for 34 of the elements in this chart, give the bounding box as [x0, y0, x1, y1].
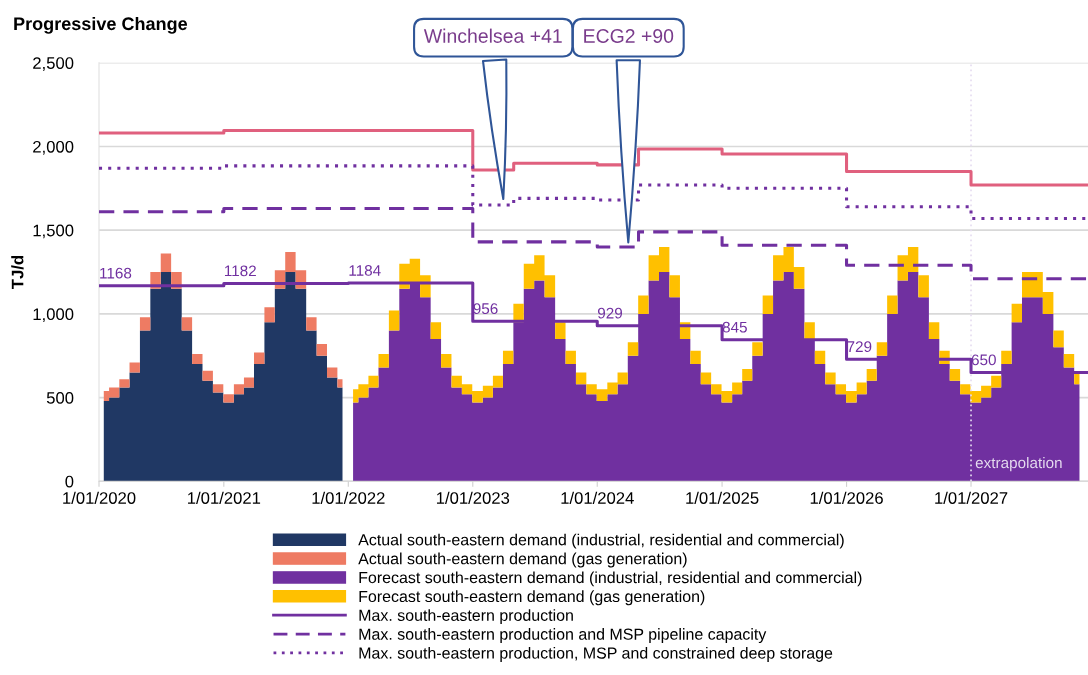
- x-tick-label: 1/01/2024: [561, 491, 634, 504]
- data-label: 929: [597, 307, 623, 319]
- y-tick-label: 2,000: [33, 140, 74, 155]
- legend-label: Actual south-eastern demand (industrial, residential and commercial): [358, 533, 844, 549]
- data-label: 845: [722, 321, 747, 333]
- legend-label: Forecast south-eastern demand (industrial, residential and commercial): [359, 571, 862, 587]
- data-label: 729: [847, 341, 872, 353]
- data-label: 650: [971, 354, 996, 366]
- legend-label: Actual south-eastern demand (gas generation): [358, 552, 687, 568]
- data-label: 1168: [100, 267, 132, 279]
- y-tick-label: 500: [46, 391, 74, 404]
- chart-title: Progressive Change: [14, 16, 188, 34]
- y-tick-label: 0: [65, 475, 74, 488]
- x-tick-label: 1/01/2021: [188, 491, 261, 504]
- y-tick-label: 2,500: [33, 57, 74, 71]
- x-tick-label: 1/01/2020: [63, 491, 136, 504]
- data-label: 956: [473, 303, 498, 315]
- x-tick-label: 1/01/2027: [935, 491, 1008, 504]
- data-label: 1182: [224, 265, 256, 277]
- legend-label: Max. south-eastern production and MSP pipeline capacity: [359, 628, 767, 643]
- y-tick-label: 1,500: [33, 224, 74, 239]
- x-tick-label: 1/01/2023: [436, 491, 510, 504]
- legend-label: Forecast south-eastern demand (gas generation): [359, 590, 705, 606]
- legend-label: Max. south-eastern production, MSP and constrained deep storage: [359, 646, 833, 662]
- ref-line-label: extrapolation: [975, 456, 1062, 472]
- x-tick-label: 1/01/2026: [810, 491, 883, 504]
- data-label: 1184: [349, 265, 381, 276]
- y-tick-label: 1,000: [33, 308, 74, 323]
- x-tick-label: 1/01/2022: [312, 491, 385, 504]
- x-tick-label: 1/01/2025: [686, 491, 759, 504]
- y-axis-title: TJ/d: [11, 255, 24, 289]
- annotation: Winchelsea +41: [423, 28, 562, 43]
- annotation: ECG2 +90: [584, 29, 674, 43]
- legend-label: Max. south-eastern production: [359, 609, 573, 625]
